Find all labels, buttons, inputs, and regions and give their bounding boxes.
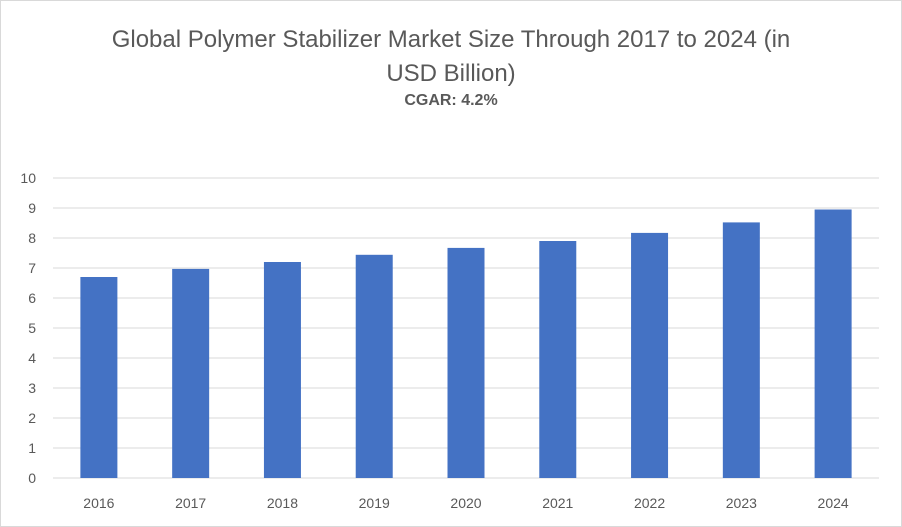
bar-2016: [80, 277, 118, 478]
y-tick-label: 1: [28, 440, 36, 456]
bar-2020: [447, 247, 485, 478]
y-tick-label: 5: [28, 320, 36, 336]
y-tick-label: 10: [20, 170, 36, 186]
x-tick-label: 2018: [267, 495, 298, 511]
chart-subtitle: CGAR: 4.2%: [404, 92, 498, 109]
x-tick-label: 2016: [83, 495, 114, 511]
x-tick-label: 2020: [450, 495, 481, 511]
bar-2024: [814, 209, 852, 478]
bar-2022: [631, 232, 669, 478]
x-tick-label: 2021: [542, 495, 573, 511]
y-tick-label: 4: [28, 350, 36, 366]
x-tick-label: 2019: [359, 495, 390, 511]
x-tick-label: 2024: [818, 495, 849, 511]
y-tick-label: 2: [28, 410, 36, 426]
bar-2018: [263, 262, 301, 478]
bar-2017: [172, 268, 210, 478]
bar-2019: [355, 254, 393, 478]
x-tick-label: 2017: [175, 495, 206, 511]
y-tick-label: 6: [28, 290, 36, 306]
y-tick-label: 9: [28, 200, 36, 216]
y-tick-label: 3: [28, 380, 36, 396]
chart-title: Global Polymer Stabilizer Market Size Th…: [111, 26, 791, 87]
x-tick-label: 2023: [726, 495, 757, 511]
y-tick-label: 7: [28, 260, 36, 276]
bar-2023: [722, 222, 760, 478]
x-tick-label: 2022: [634, 495, 665, 511]
bar-2021: [539, 241, 577, 478]
y-tick-label: 0: [28, 470, 36, 486]
y-tick-label: 8: [28, 230, 36, 246]
